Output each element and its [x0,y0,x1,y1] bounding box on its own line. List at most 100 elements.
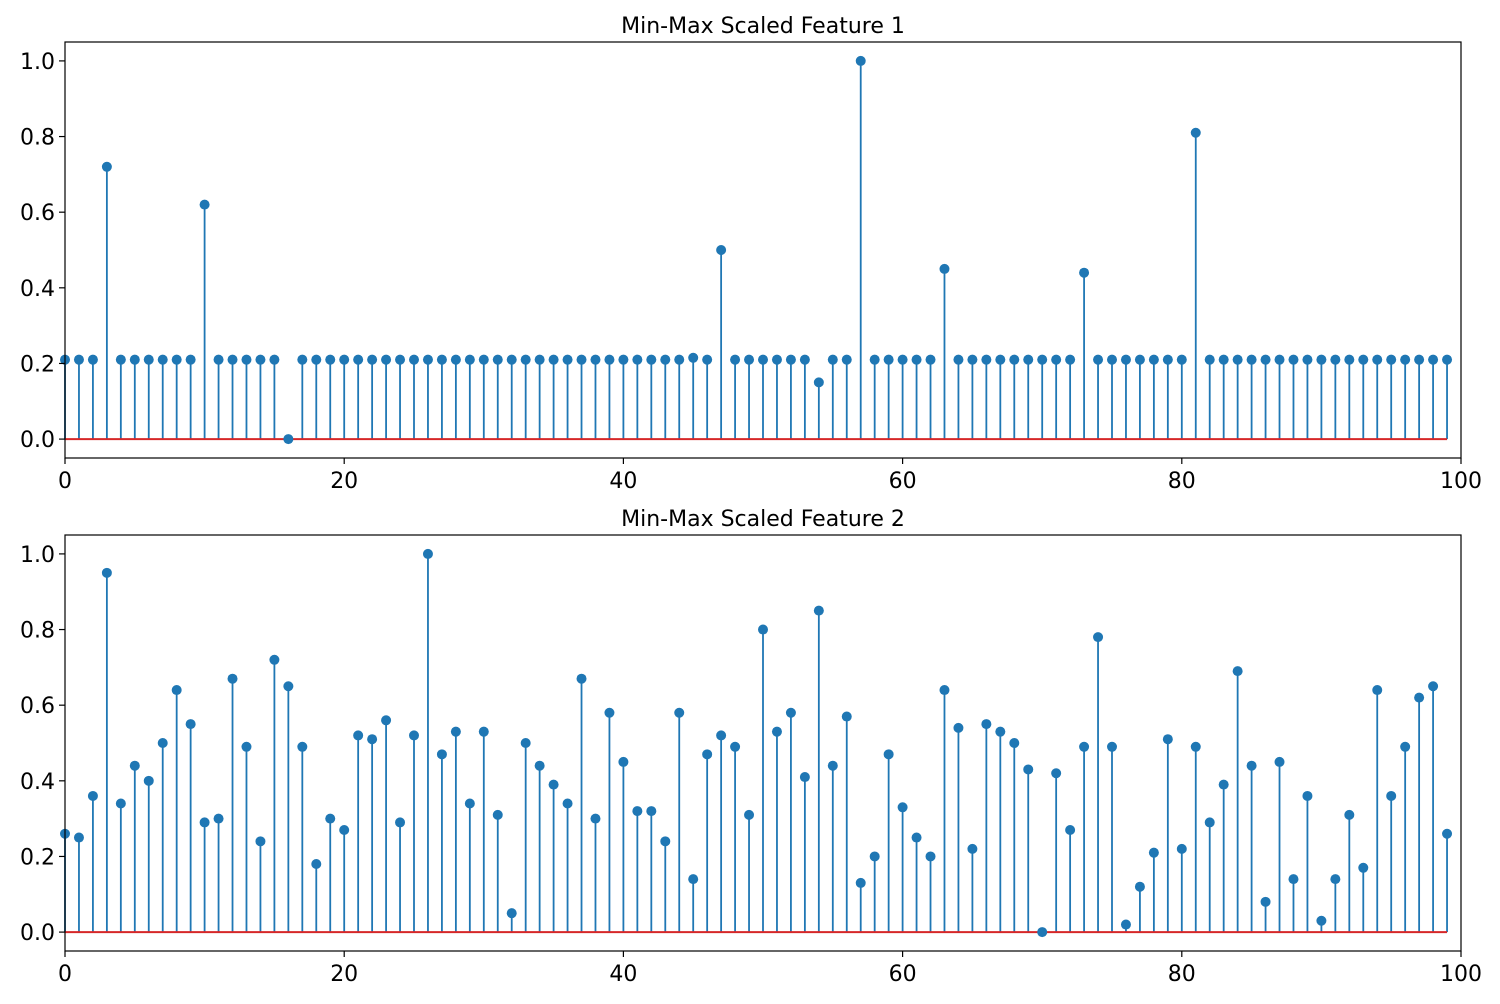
stem-marker [1065,354,1076,365]
stem-marker [1246,354,1257,365]
stem-marker [590,813,601,824]
stem-marker [1176,354,1187,365]
x-tick-label: 80 [1168,962,1196,987]
stem-marker [1358,862,1369,873]
stem-marker [1148,847,1159,858]
stem-marker [101,161,112,172]
stem-marker [199,817,210,828]
stem-marker [744,354,755,365]
stem-marker [799,772,810,783]
stem-marker [771,726,782,737]
stem-marker [758,624,768,635]
stem-marker [730,354,741,365]
x-tick-label: 80 [1168,469,1196,494]
stem-marker [716,730,727,741]
y-tick-label: 0.4 [20,770,55,795]
stem-marker [1120,354,1131,365]
stem-marker [171,685,182,696]
stem-marker [758,354,768,365]
stem-marker [576,354,587,365]
stem-marker [1344,354,1355,365]
stem-marker [255,354,266,365]
stem-marker [143,775,154,786]
stem-marker [1260,896,1271,907]
stem-marker [171,354,182,365]
stem-marker [1246,760,1257,771]
stem-marker [1442,828,1453,839]
chart-panel-2: Min-Max Scaled Feature 2 0.0 0.2 0.4 0.6 0.8 1… [20,507,1482,987]
y-tick-label: 0.8 [20,126,55,151]
stem-marker [422,354,433,365]
stem-marker [911,354,922,365]
stem-marker [241,354,252,365]
stem-marker [562,798,573,809]
stem-marker [492,809,503,820]
y-tick-label: 0.8 [20,619,55,644]
stem-marker [1414,692,1425,703]
stem-marker [1274,354,1285,365]
y-tick-label: 1.0 [20,543,55,568]
stem-marker [967,843,978,854]
stem-marker [255,836,266,847]
stem-marker [1358,354,1369,365]
stem-marker [1093,632,1104,643]
stem-marker [1051,768,1062,779]
stem-marker [646,354,657,365]
stem-marker [1316,354,1327,365]
stem-marker [185,719,196,730]
stem-marker [576,673,587,684]
stem-marker [1107,741,1117,752]
stem-marker [436,749,447,760]
x-tick-label: 20 [330,962,358,987]
stem-marker [660,354,671,365]
stem-marker [1218,779,1229,790]
axes-frame [64,41,1462,459]
stem-marker [297,354,308,365]
stem-marker [632,806,643,817]
stem-marker [101,567,112,578]
axes-frame [64,534,1462,952]
stem-marker [1330,874,1341,885]
stem-marker [1232,666,1243,677]
chart-title: Min-Max Scaled Feature 2 [621,507,905,532]
stem-marker [339,354,350,365]
stem-marker [1065,824,1076,835]
stem-marker [869,851,880,862]
stem-marker [604,707,615,718]
stem-marker [702,749,713,760]
stem-marker [1162,354,1173,365]
stem-marker [129,760,140,771]
stem-marker [995,726,1006,737]
stem-marker [381,715,392,726]
stem-marker [813,605,824,616]
stem-marker [688,352,699,363]
stem-marker [730,741,741,752]
stem-marker [995,354,1006,365]
stem-marker [1037,927,1048,938]
stem-marker [1134,881,1145,892]
stem-marker [1120,919,1131,930]
stem-marker [269,654,280,665]
stem-marker [339,824,350,835]
y-tick-label: 0.6 [20,694,55,719]
stem-marker [590,354,601,365]
stem-marker [827,354,838,365]
stem-marker [115,354,126,365]
stem-marker [967,354,978,365]
stem-marker [325,354,336,365]
stem-marker [1288,354,1299,365]
stem-marker [464,798,475,809]
stem-marker [911,832,922,843]
stem-marker [1190,741,1201,752]
stem-marker [632,354,643,365]
stem-marker [1148,354,1159,365]
y-tick-label: 0.2 [20,845,55,870]
stem-marker [241,741,252,752]
stem-marker [1232,354,1243,365]
stem-marker [841,711,852,722]
y-tick-label: 0.4 [20,277,55,302]
stem-marker [953,722,964,733]
x-tick-label: 20 [330,469,358,494]
stem-marker [785,707,796,718]
stem-marker [1107,354,1117,365]
